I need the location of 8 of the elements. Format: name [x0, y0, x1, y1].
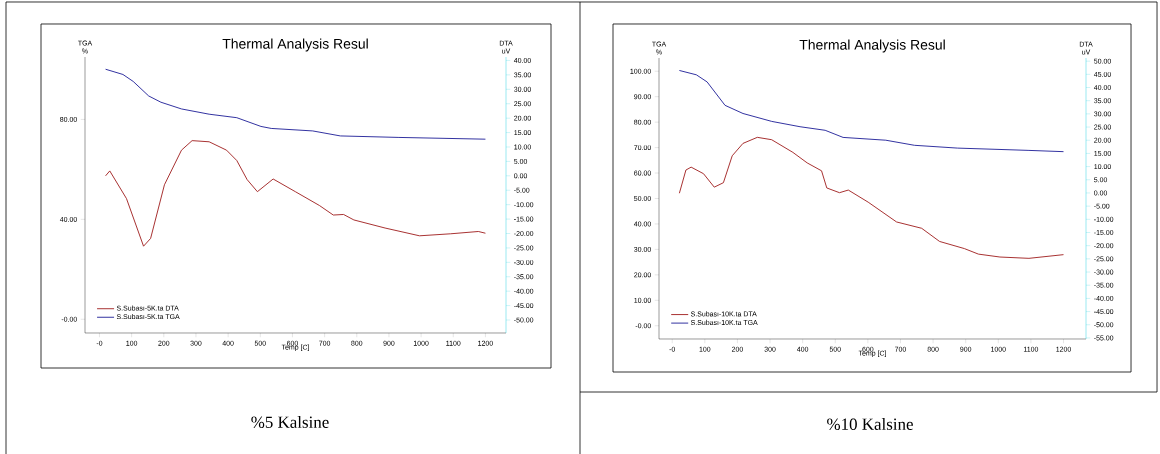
line-series	[678, 70, 1064, 153]
line-series	[105, 68, 486, 140]
text: %10 Kalsine	[827, 418, 913, 430]
text: %5 Kalsine	[251, 416, 329, 428]
chart-title: Thermal Analysis Resul	[222, 38, 368, 52]
chart-title: Thermal Analysis Resul	[799, 39, 945, 53]
line-series	[105, 140, 486, 247]
line-series	[678, 136, 1064, 259]
